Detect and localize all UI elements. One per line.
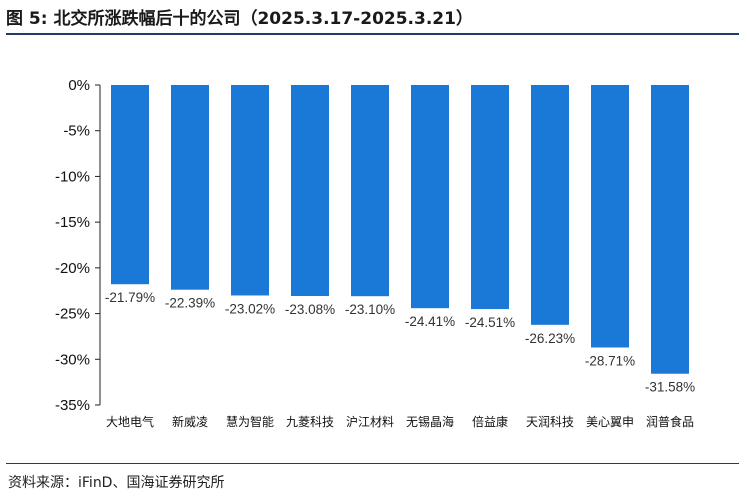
category-label: 润普食品 xyxy=(646,414,694,429)
category-label: 沪江材料 xyxy=(346,415,394,429)
bar-chart: 0% -5% -10% -15% -20% -25% -30% -35% -21.79% 大地电气… xyxy=(55,77,695,429)
y-tick-label: -5% xyxy=(63,123,90,140)
data-label: -23.08% xyxy=(285,302,335,317)
bar xyxy=(531,85,569,325)
bar xyxy=(231,85,269,296)
data-label: -24.41% xyxy=(405,314,455,329)
source-rule xyxy=(6,463,739,464)
category-label: 无锡晶海 xyxy=(406,414,454,429)
bar xyxy=(651,85,689,374)
data-label: -26.23% xyxy=(525,331,575,346)
y-tick-label: -30% xyxy=(55,351,90,368)
bar xyxy=(291,85,329,297)
data-label: -23.10% xyxy=(345,302,395,317)
category-label: 倍益康 xyxy=(472,414,508,429)
category-label: 新威凌 xyxy=(172,414,208,429)
y-tick-label: 0% xyxy=(68,77,90,94)
bar xyxy=(171,85,209,290)
figure-title: 图 5: 北交所涨跌幅后十的公司（2025.3.17-2025.3.21） xyxy=(6,9,473,29)
y-tick-label: -25% xyxy=(55,306,90,323)
y-tick-label: -20% xyxy=(55,260,90,277)
category-label: 美心翼申 xyxy=(586,415,634,429)
category-label: 九菱科技 xyxy=(286,415,334,429)
bars xyxy=(111,85,689,374)
category-label: 天润科技 xyxy=(526,415,574,429)
axes xyxy=(95,84,101,406)
bar xyxy=(351,85,389,297)
y-tick-label: -35% xyxy=(55,397,90,414)
category-label: 大地电气 xyxy=(106,414,154,429)
data-label: -23.02% xyxy=(225,301,275,316)
bar xyxy=(591,85,629,348)
data-label: -24.51% xyxy=(465,315,515,330)
data-label: -31.58% xyxy=(645,380,695,395)
bar xyxy=(471,85,509,310)
data-label: -21.79% xyxy=(105,290,155,305)
source-note: 资料来源：iFinD、国海证券研究所 xyxy=(8,475,225,491)
y-tick-label: -15% xyxy=(55,214,90,231)
labels: 0% -5% -10% -15% -20% -25% -30% -35% -21.79% 大地电气… xyxy=(55,77,695,429)
category-label: 慧为智能 xyxy=(226,414,274,429)
bar xyxy=(111,85,149,285)
title-rule xyxy=(6,33,739,35)
y-tick-label: -10% xyxy=(55,168,90,185)
data-label: -22.39% xyxy=(165,296,215,311)
data-label: -28.71% xyxy=(585,353,635,368)
bar xyxy=(411,85,449,309)
